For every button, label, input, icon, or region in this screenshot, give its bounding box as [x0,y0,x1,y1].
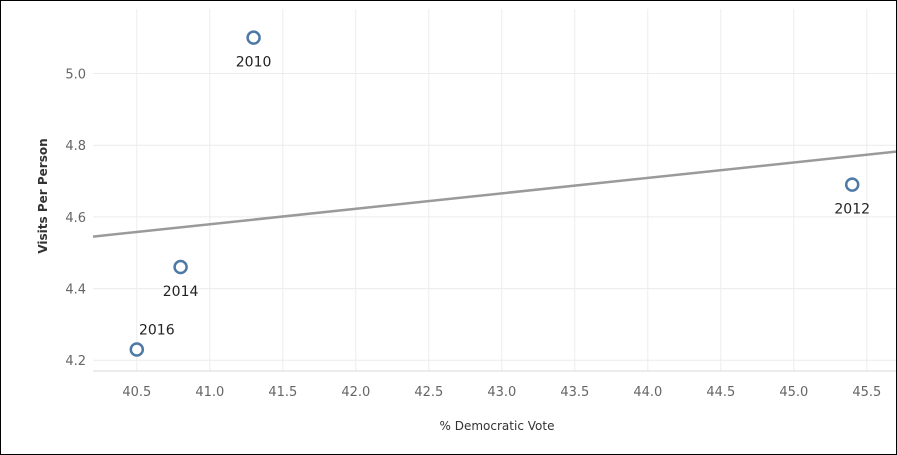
x-axis-ticks: 40.5 41.0 41.5 42.0 42.5 43.0 43.5 44.0 44.5 45.0… [122,385,881,400]
x-tick-label: 44.5 [706,385,735,400]
trend-line [92,150,896,238]
y-axis-ticks: 4.2 4.4 4.6 4.8 5.0 [65,68,86,370]
x-tick-label: 42.5 [414,385,443,400]
data-label-2016: 2016 [139,322,175,338]
x-tick-label: 41.0 [195,385,224,400]
data-label-2012: 2012 [834,202,870,218]
data-point-2012[interactable] [844,177,860,192]
data-point-2014[interactable] [173,259,188,275]
x-tick-label: 45.5 [852,385,881,400]
y-tick-label: 4.2 [65,354,86,369]
x-tick-label: 45.0 [779,385,808,400]
y-tick-label: 4.8 [65,139,86,154]
x-tick-label: 43.5 [560,385,589,400]
data-label-2010: 2010 [236,55,272,71]
x-tick-label: 43.0 [487,385,516,400]
trend-line-group [92,150,896,238]
data-point-2016[interactable] [129,342,145,357]
y-tick-label: 4.6 [65,211,86,226]
x-tick-label: 42.0 [341,385,370,400]
data-points: 2010 2012 2014 2016 [129,30,870,357]
grid-lines [93,9,896,372]
y-tick-label: 4.4 [65,283,86,298]
x-tick-label: 44.0 [633,385,662,400]
data-point-2010[interactable] [246,30,261,45]
y-axis-title: Visits Per Person [36,138,50,253]
x-tick-label: 40.5 [122,385,151,400]
y-tick-label: 5.0 [65,68,86,83]
x-tick-label: 41.5 [268,385,297,400]
data-label-2014: 2014 [163,284,199,300]
x-axis-title: % Democratic Vote [440,419,555,433]
